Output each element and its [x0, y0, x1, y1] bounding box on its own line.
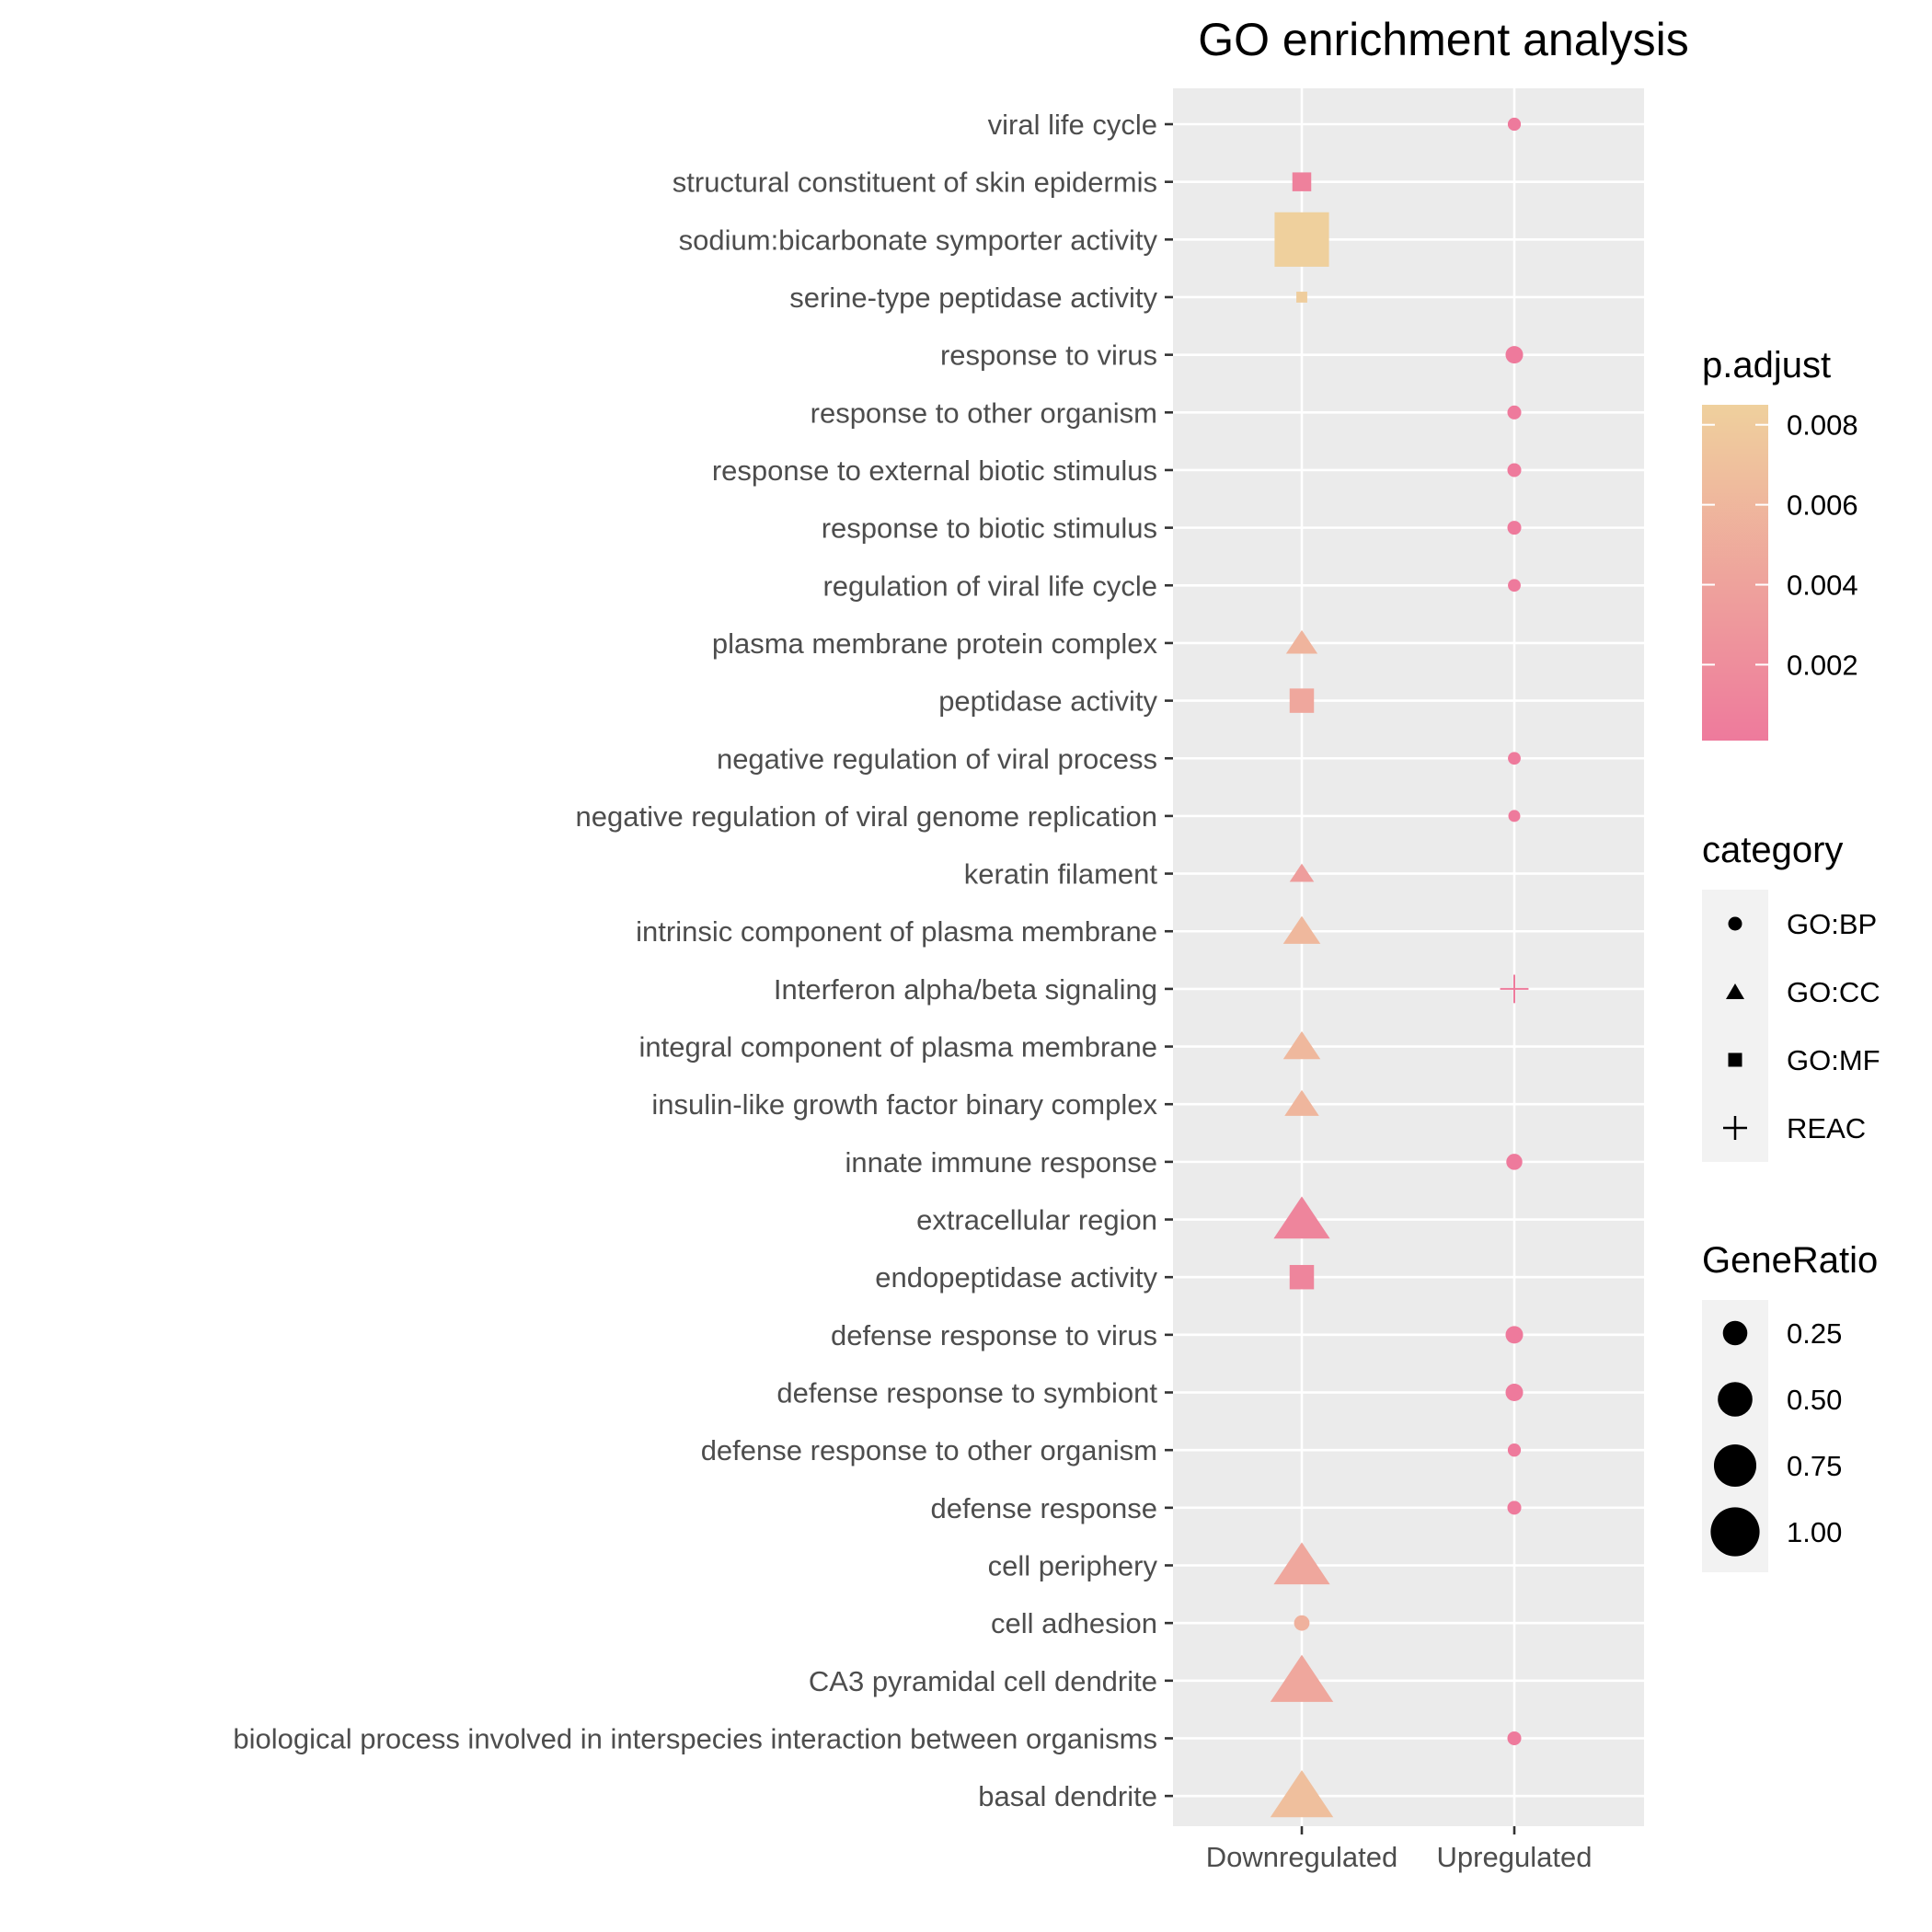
legend-padjust-label: 0.006	[1787, 489, 1858, 522]
data-point	[1507, 521, 1522, 535]
data-point	[1273, 1542, 1330, 1585]
data-point	[1505, 346, 1524, 364]
legend-padjust-label: 0.008	[1787, 409, 1858, 442]
x-tick-label: Upregulated	[1437, 1841, 1593, 1873]
legend-padjust-colorbar	[1702, 405, 1768, 741]
legend-category-title: category	[1702, 830, 1843, 870]
data-point	[1274, 212, 1329, 267]
x-tick-label: Downregulated	[1206, 1841, 1398, 1873]
data-point	[1294, 1615, 1310, 1631]
legend-generatio-key	[1718, 1382, 1753, 1417]
data-point	[1292, 172, 1312, 191]
legend-category-label: REAC	[1787, 1112, 1866, 1144]
y-tick-label: regulation of viral life cycle	[822, 569, 1157, 602]
legend-generatio-key	[1710, 1507, 1760, 1557]
data-point	[1507, 405, 1522, 420]
data-point	[1289, 688, 1315, 713]
y-tick-label: structural constituent of skin epidermis	[673, 167, 1157, 199]
y-tick-label: plasma membrane protein complex	[712, 627, 1158, 660]
y-tick-label: biological process involved in interspec…	[233, 1722, 1157, 1754]
y-tick-label: defense response to virus	[831, 1319, 1157, 1351]
data-point	[1289, 863, 1315, 882]
data-point	[1507, 117, 1522, 132]
y-tick-label: serine-type peptidase activity	[789, 282, 1157, 314]
data-point	[1505, 1384, 1524, 1402]
legend-generatio-title: GeneRatio	[1702, 1240, 1878, 1281]
y-tick-label: extracellular region	[916, 1204, 1157, 1236]
plot-panel	[1173, 88, 1644, 1826]
y-tick-label: innate immune response	[845, 1146, 1157, 1179]
y-tick-label: cell periphery	[988, 1550, 1158, 1582]
data-point	[1507, 1443, 1522, 1457]
y-tick-label: insulin-like growth factor binary comple…	[651, 1088, 1157, 1121]
legend-category-key	[1726, 983, 1744, 999]
y-tick-label: response to other organism	[811, 397, 1157, 429]
y-tick-label: response to biotic stimulus	[822, 512, 1157, 545]
y-tick-label: basal dendrite	[978, 1780, 1157, 1812]
legend-padjust-label: 0.002	[1787, 649, 1858, 681]
y-tick-label: defense response to symbiont	[776, 1377, 1157, 1409]
legend-category-label: GO:MF	[1787, 1044, 1880, 1076]
y-tick-label: integral component of plasma membrane	[639, 1031, 1157, 1064]
data-point	[1296, 292, 1307, 303]
y-tick-label: CA3 pyramidal cell dendrite	[809, 1665, 1157, 1697]
legend-category-key	[1728, 916, 1742, 931]
y-tick-label: response to virus	[940, 339, 1157, 372]
data-point	[1507, 1501, 1522, 1515]
y-tick-label: Interferon alpha/beta signaling	[774, 973, 1157, 1006]
legend-category-label: GO:BP	[1787, 908, 1877, 940]
y-tick-label: negative regulation of viral process	[717, 742, 1157, 775]
y-tick-label: peptidase activity	[938, 685, 1157, 718]
data-point	[1500, 974, 1529, 1004]
y-tick-label: keratin filament	[964, 858, 1158, 891]
data-point	[1270, 1654, 1334, 1702]
legend-generatio-label: 1.00	[1787, 1516, 1842, 1548]
y-tick-label: intrinsic component of plasma membrane	[636, 915, 1157, 948]
data-point	[1284, 1089, 1319, 1116]
data-point	[1508, 579, 1521, 592]
y-tick-label: cell adhesion	[991, 1607, 1157, 1639]
data-point	[1282, 1030, 1321, 1060]
y-tick-label: response to external biotic stimulus	[712, 454, 1157, 487]
legend-generatio-key	[1713, 1443, 1757, 1488]
y-tick-label: negative regulation of viral genome repl…	[576, 800, 1157, 833]
data-point	[1507, 463, 1522, 477]
legend-category-key	[1728, 1052, 1742, 1067]
chart-title: GO enrichment analysis	[1198, 14, 1689, 65]
y-tick-label: sodium:bicarbonate symporter activity	[679, 224, 1158, 256]
y-tick-label: endopeptidase activity	[875, 1261, 1157, 1294]
data-point	[1289, 1264, 1315, 1290]
legend-padjust-title: p.adjust	[1702, 345, 1831, 385]
data-point	[1282, 915, 1321, 944]
data-point	[1507, 1731, 1522, 1746]
data-point	[1508, 810, 1521, 822]
data-point	[1505, 1326, 1524, 1344]
legend-category-key	[1723, 1116, 1747, 1140]
legend-generatio-label: 0.50	[1787, 1384, 1842, 1416]
data-point	[1508, 752, 1521, 765]
data-point	[1270, 1769, 1334, 1818]
legend-generatio-key	[1722, 1320, 1748, 1346]
y-tick-label: defense response	[931, 1492, 1157, 1524]
legend-generatio-label: 0.75	[1787, 1450, 1842, 1482]
data-point	[1273, 1196, 1330, 1239]
y-tick-label: viral life cycle	[988, 109, 1157, 141]
legend-padjust-label: 0.004	[1787, 569, 1858, 602]
legend-category-label: GO:CC	[1787, 976, 1880, 1008]
data-point	[1285, 629, 1318, 654]
data-point	[1506, 1154, 1523, 1170]
legend-generatio-label: 0.25	[1787, 1317, 1842, 1350]
y-tick-label: defense response to other organism	[701, 1434, 1157, 1466]
